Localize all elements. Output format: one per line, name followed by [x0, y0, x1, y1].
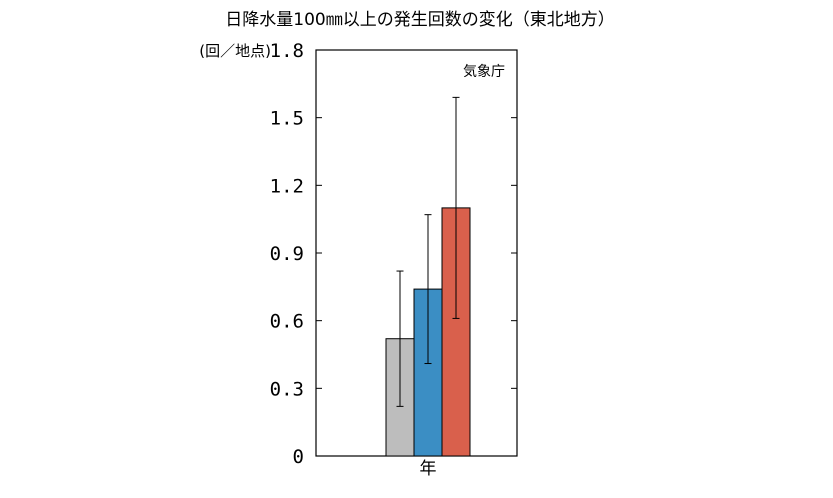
chart-title: 日降水量100㎜以上の発生回数の変化（東北地方） [225, 10, 614, 30]
y-tick-label: 0.9 [270, 243, 304, 265]
y-tick-label: 1.5 [270, 108, 304, 130]
y-tick-label: 1.2 [270, 175, 304, 197]
y-tick-label: 0.6 [270, 311, 304, 333]
bars-group [385, 207, 471, 457]
y-tick-label: 0 [293, 446, 304, 468]
x-category-label: 年 [420, 459, 437, 479]
y-axis-unit-label: (回／地点) [199, 42, 271, 60]
x-axis: 年 [420, 459, 437, 479]
source-label: 気象庁 [463, 64, 505, 80]
y-tick-label: 0.3 [270, 378, 304, 400]
y-axis: 0 0.3 0.6 0.9 1.2 1.5 1.8 [270, 40, 517, 468]
y-tick-label: 1.8 [270, 40, 304, 62]
error-bars-group [396, 96, 460, 407]
